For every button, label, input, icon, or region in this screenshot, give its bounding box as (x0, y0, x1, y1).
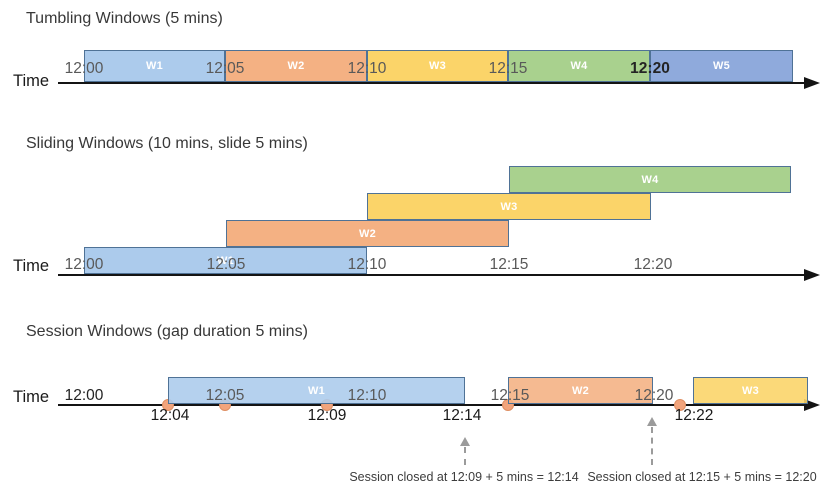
section-title: Sliding Windows (10 mins, slide 5 mins) (26, 135, 308, 152)
window-w3: W3 (693, 377, 808, 404)
event-time-label: 12:14 (442, 407, 482, 424)
window-w3: W3 (367, 193, 651, 220)
axis-tick-label: 12:10 (347, 387, 387, 404)
time-axis-label: Time (13, 257, 50, 275)
axis-tick-label: 12:00 (64, 387, 104, 404)
timeline-axis (58, 404, 806, 406)
event-time-label: 12:22 (674, 407, 714, 424)
window-label: W2 (571, 384, 590, 397)
event-time-label: 12:04 (150, 407, 190, 424)
timeline-arrowhead (804, 399, 820, 411)
window-label: W3 (500, 200, 518, 213)
axis-tick-label: 12:05 (205, 387, 245, 404)
axis-tick-label: 12:15 (489, 256, 529, 273)
window-label: W1 (216, 254, 235, 267)
axis-tick-label: 12:15 (490, 387, 530, 404)
section-title: Tumbling Windows (5 mins) (26, 10, 223, 27)
timeline-axis (58, 82, 806, 84)
session-closed-annotation: Session closed at 12:15 + 5 mins = 12:20 (587, 470, 817, 484)
window-w1: W1 (84, 247, 367, 274)
window-w5: W5 (650, 50, 793, 82)
window-w1: W1 (168, 377, 465, 404)
axis-tick-label: 12:05 (205, 60, 245, 77)
window-label: W5 (712, 60, 731, 72)
window-w1: W1 (84, 50, 225, 82)
window-w3: W3 (367, 50, 508, 82)
window-w4: W4 (508, 50, 650, 82)
event-time-label: 12:09 (307, 407, 347, 424)
timeline-axis (58, 274, 806, 276)
axis-tick-label: 12:20 (633, 256, 673, 273)
window-label: W1 (145, 60, 164, 72)
axis-tick-label: 12:20 (630, 60, 670, 77)
axis-tick-label: 12:10 (347, 60, 387, 77)
dashed-arrow-stem (651, 427, 653, 465)
session-closed-annotation: Session closed at 12:09 + 5 mins = 12:14 (349, 470, 579, 484)
timeline-arrowhead (804, 77, 820, 89)
axis-tick-label: 12:05 (206, 256, 246, 273)
timeline-arrowhead (804, 269, 820, 281)
dashed-arrow-stem (464, 447, 466, 465)
dashed-arrow-head (460, 437, 470, 446)
window-label: W3 (741, 384, 760, 397)
event-dot (674, 399, 686, 411)
window-label: W2 (287, 60, 305, 72)
window-w2: W2 (508, 377, 653, 404)
window-w2: W2 (226, 220, 509, 247)
axis-tick-label: 12:00 (64, 256, 104, 273)
section-title: Session Windows (gap duration 5 mins) (26, 323, 308, 340)
axis-tick-label: 12:15 (488, 60, 528, 77)
time-axis-label: Time (13, 388, 50, 406)
window-w4: W4 (509, 166, 791, 193)
window-w2: W2 (225, 50, 367, 82)
dashed-arrow-head (647, 417, 657, 426)
axis-tick-label: 12:00 (64, 60, 104, 77)
window-label: W4 (570, 60, 588, 72)
window-label: W1 (307, 384, 326, 397)
window-label: W4 (641, 173, 659, 186)
axis-tick-label: 12:20 (634, 387, 674, 404)
time-axis-label: Time (13, 72, 50, 90)
window-label: W2 (358, 227, 377, 240)
window-label: W3 (428, 60, 447, 72)
axis-tick-label: 12:10 (347, 256, 387, 273)
